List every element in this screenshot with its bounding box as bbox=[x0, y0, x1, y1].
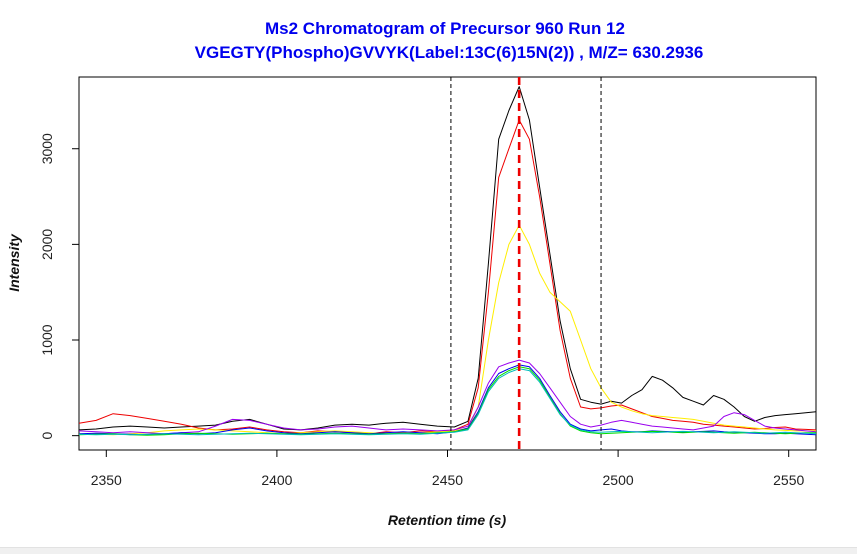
x-axis-title: Retention time (s) bbox=[388, 512, 507, 528]
chart-subtitle: VGEGTY(Phospho)GVVYK(Label:13C(6)15N(2))… bbox=[195, 43, 704, 62]
series-line-3 bbox=[78, 224, 816, 436]
plot-frame bbox=[78, 76, 817, 451]
x-axis: 2350 2400 2450 2500 2550 bbox=[91, 450, 804, 488]
chart-titles: Ms2 Chromatogram of Precursor 960 Run 12… bbox=[195, 19, 704, 62]
series-layer bbox=[78, 86, 817, 436]
y-tick-label: 1000 bbox=[39, 324, 55, 355]
y-tick-label: 0 bbox=[39, 432, 55, 440]
window-bottom-edge bbox=[0, 547, 857, 554]
x-tick-label: 2350 bbox=[91, 472, 122, 488]
y-tick-label: 3000 bbox=[39, 133, 55, 164]
x-tick-label: 2550 bbox=[773, 472, 804, 488]
series-line-4 bbox=[78, 359, 817, 435]
x-tick-label: 2400 bbox=[261, 472, 292, 488]
y-axis: 0 1000 2000 3000 bbox=[39, 133, 79, 440]
x-tick-label: 2500 bbox=[603, 472, 634, 488]
x-tick-label: 2450 bbox=[432, 472, 463, 488]
y-axis-title: Intensity bbox=[6, 233, 22, 292]
retention-markers bbox=[450, 77, 602, 450]
series-line-6 bbox=[78, 366, 816, 436]
series-line-5 bbox=[78, 364, 817, 436]
chart-title: Ms2 Chromatogram of Precursor 960 Run 12 bbox=[265, 19, 625, 38]
series-line-2 bbox=[78, 119, 817, 435]
series-line-7 bbox=[78, 368, 817, 436]
y-tick-label: 2000 bbox=[39, 229, 55, 260]
series-line-1 bbox=[78, 86, 817, 431]
